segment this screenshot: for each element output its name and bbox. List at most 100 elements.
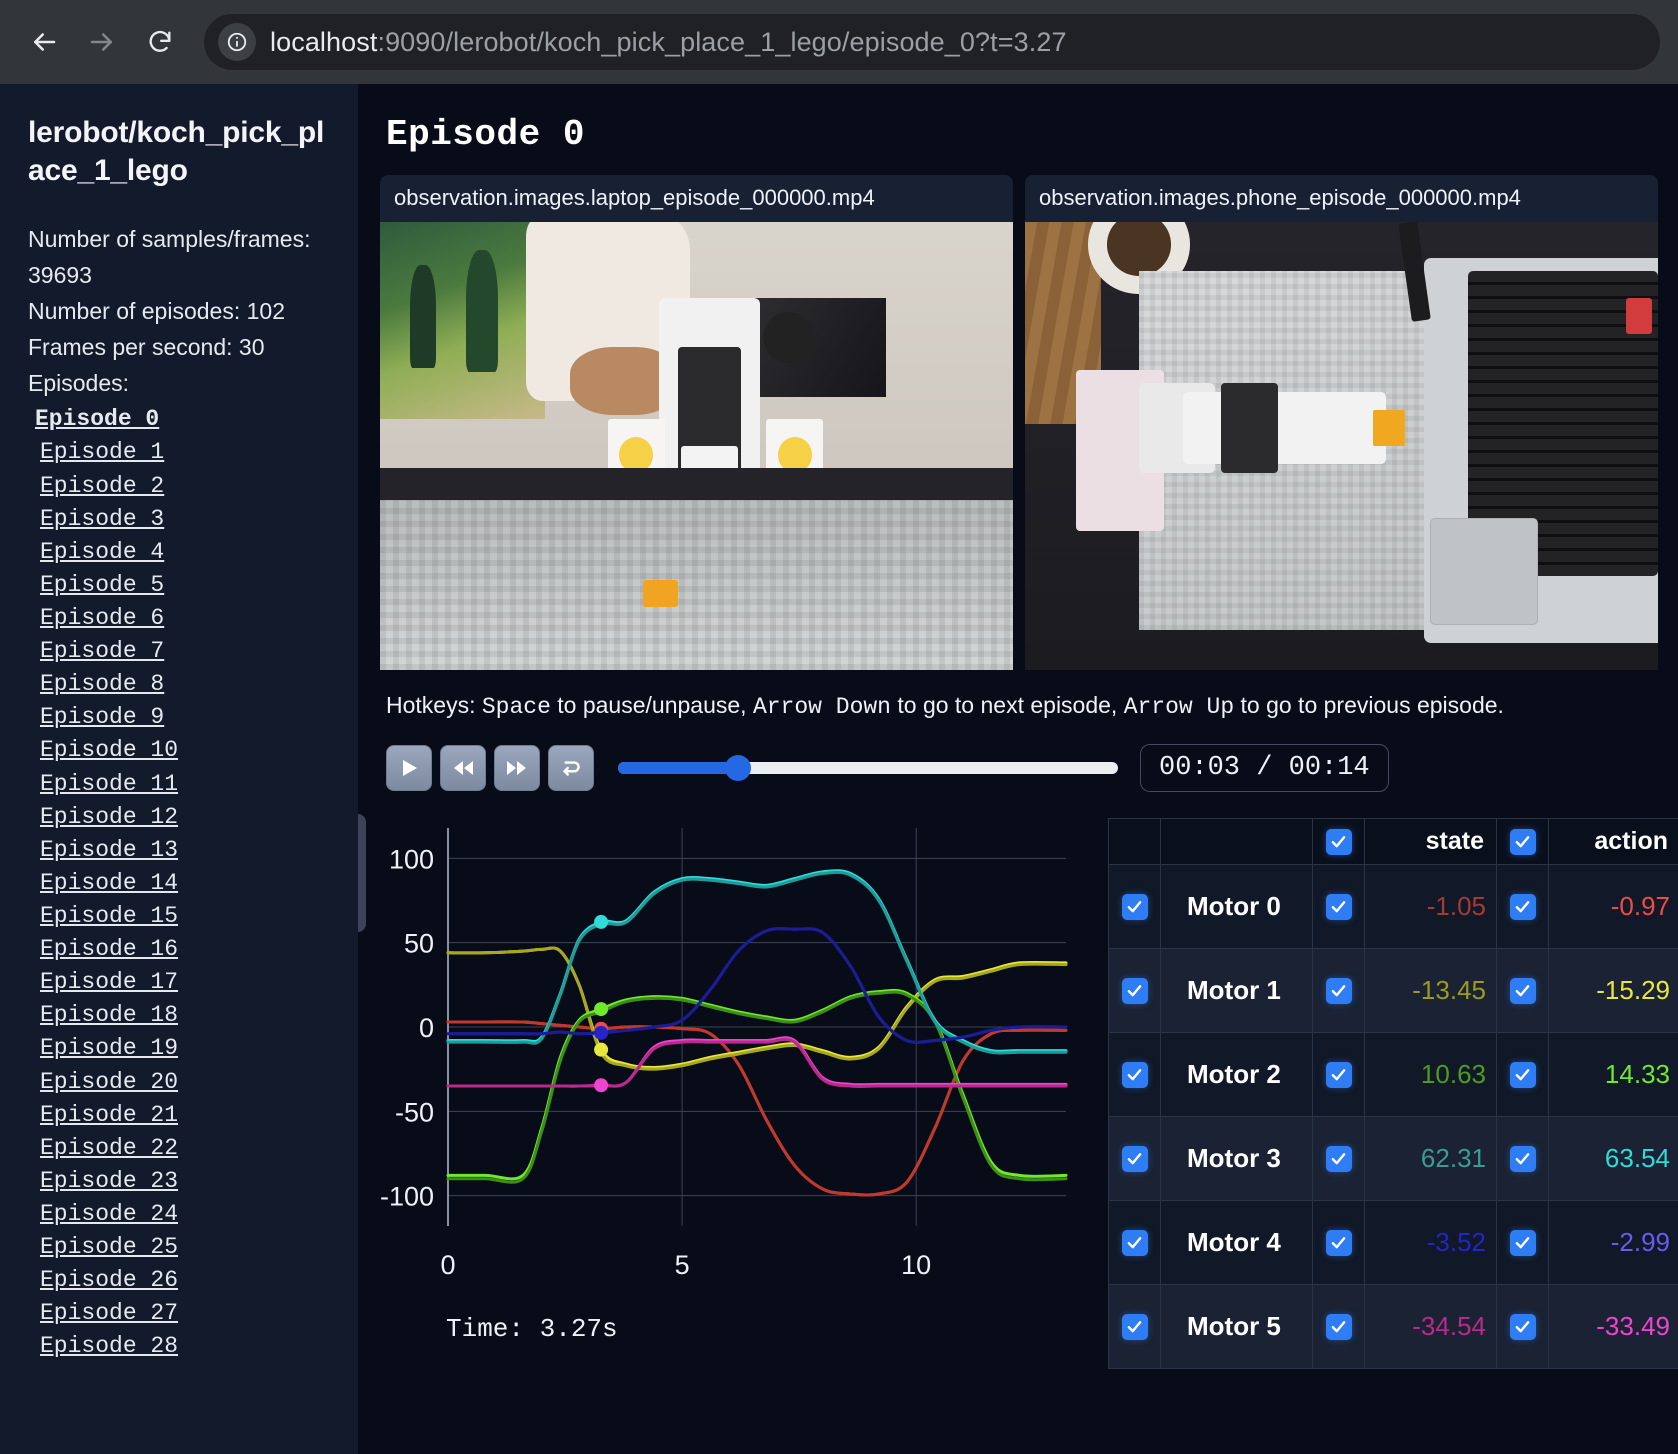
state-column-checkbox[interactable] <box>1325 828 1352 855</box>
episode-link[interactable]: Episode 12 <box>40 803 179 830</box>
episode-link[interactable]: Episode 25 <box>40 1234 179 1261</box>
motor-checkbox[interactable] <box>1121 1229 1148 1256</box>
state-checkbox[interactable] <box>1325 1145 1352 1172</box>
dataset-stats: Number of samples/frames: 39693 Number of… <box>28 221 332 402</box>
episode-link[interactable]: Episode 19 <box>40 1035 179 1062</box>
motor-checkbox[interactable] <box>1121 1061 1148 1088</box>
action-checkbox[interactable] <box>1509 1229 1536 1256</box>
episode-link[interactable]: Episode 5 <box>40 571 165 598</box>
scrollbar-thumb[interactable] <box>358 814 366 932</box>
episode-link[interactable]: Episode 18 <box>40 1002 179 1029</box>
info-circle-icon[interactable] <box>218 23 256 61</box>
action-value-cell: -0.97 <box>1548 864 1678 949</box>
episode-link[interactable]: Episode 15 <box>40 902 179 929</box>
state-checkbox[interactable] <box>1325 893 1352 920</box>
episode-link[interactable]: Episode 16 <box>40 936 179 963</box>
episode-link[interactable]: Episode 2 <box>40 472 165 499</box>
episode-link[interactable]: Episode 9 <box>40 704 165 731</box>
motor-checkbox[interactable] <box>1121 1145 1148 1172</box>
video-label-laptop: observation.images.laptop_episode_000000… <box>380 175 1013 222</box>
action-checkbox[interactable] <box>1509 1145 1536 1172</box>
video-player-laptop[interactable] <box>380 222 1013 670</box>
url-text: localhost:9090/lerobot/koch_pick_place_1… <box>270 27 1067 58</box>
episode-link[interactable]: Episode 11 <box>40 770 179 797</box>
motor-checkbox[interactable] <box>1121 893 1148 920</box>
episode-link[interactable]: Episode 20 <box>40 1068 179 1095</box>
episode-link[interactable]: Episode 14 <box>40 869 179 896</box>
episode-link[interactable]: Episode 1 <box>40 439 165 466</box>
seek-thumb[interactable] <box>725 755 751 781</box>
main-panel: Episode 0 observation.images.laptop_epis… <box>358 84 1678 1454</box>
state-checkbox[interactable] <box>1325 1061 1352 1088</box>
episode-link[interactable]: Episode 24 <box>40 1200 179 1227</box>
hotkeys-suffix: to go to previous episode. <box>1234 692 1504 718</box>
action-checkbox[interactable] <box>1509 977 1536 1004</box>
fast-forward-icon[interactable] <box>494 745 540 791</box>
action-checkbox-cell[interactable] <box>1496 1032 1549 1117</box>
motor-checkbox-cell[interactable] <box>1108 948 1161 1033</box>
state-checkbox-cell[interactable] <box>1312 1200 1365 1285</box>
table-row: Motor 3 62.31 63.54 <box>1108 1116 1678 1201</box>
action-checkbox[interactable] <box>1509 893 1536 920</box>
state-checkbox[interactable] <box>1325 1229 1352 1256</box>
play-icon[interactable] <box>386 745 432 791</box>
video-player-phone[interactable] <box>1025 222 1658 670</box>
state-checkbox[interactable] <box>1325 977 1352 1004</box>
motor-checkbox[interactable] <box>1121 977 1148 1004</box>
back-icon[interactable] <box>18 16 70 68</box>
video-label-phone: observation.images.phone_episode_000000.… <box>1025 175 1658 222</box>
motor-chart[interactable]: -100 -50 0 50 100 0 5 10 Time: 3.27s <box>380 818 1100 1369</box>
state-checkbox-cell[interactable] <box>1312 1032 1365 1117</box>
state-checkbox[interactable] <box>1325 1313 1352 1340</box>
episode-link[interactable]: Episode 26 <box>40 1267 179 1294</box>
action-checkbox-cell[interactable] <box>1496 948 1549 1033</box>
motor-checkbox-cell[interactable] <box>1108 1200 1161 1285</box>
state-checkbox-cell[interactable] <box>1312 864 1365 949</box>
motor-checkbox-cell[interactable] <box>1108 864 1161 949</box>
episode-link[interactable]: Episode 23 <box>40 1167 179 1194</box>
action-checkbox-cell[interactable] <box>1496 864 1549 949</box>
episode-link[interactable]: Episode 27 <box>40 1300 179 1327</box>
motor-checkbox-cell[interactable] <box>1108 1284 1161 1369</box>
seek-track[interactable] <box>618 755 1118 781</box>
episode-link[interactable]: Episode 21 <box>40 1101 179 1128</box>
episode-link[interactable]: Episode 28 <box>40 1333 179 1360</box>
reload-icon[interactable] <box>134 16 186 68</box>
motor-checkbox-cell[interactable] <box>1108 1032 1161 1117</box>
episode-link[interactable]: Episode 22 <box>40 1134 179 1161</box>
action-checkbox-cell[interactable] <box>1496 1200 1549 1285</box>
action-checkbox-cell[interactable] <box>1496 1116 1549 1201</box>
episode-link[interactable]: Episode 13 <box>40 836 179 863</box>
episode-link[interactable]: Episode 7 <box>40 638 165 665</box>
episode-list: Episode 0 Episode 1 Episode 2 Episode 3 Epis… <box>28 403 332 1363</box>
state-value: -34.54 <box>1412 1311 1486 1341</box>
video-card-laptop: observation.images.laptop_episode_000000… <box>380 175 1013 670</box>
state-checkbox-cell[interactable] <box>1312 1116 1365 1201</box>
motor-checkbox[interactable] <box>1121 1313 1148 1340</box>
action-checkbox[interactable] <box>1509 1313 1536 1340</box>
action-checkbox[interactable] <box>1509 1061 1536 1088</box>
episode-link[interactable]: Episode 6 <box>40 604 165 631</box>
action-checkbox-cell[interactable] <box>1496 1284 1549 1369</box>
address-bar[interactable]: localhost:9090/lerobot/koch_pick_place_1… <box>204 14 1660 70</box>
chart-y-tick-label: 100 <box>389 844 434 874</box>
episode-link[interactable]: Episode 0 <box>35 406 160 433</box>
seek-bar[interactable] <box>618 745 1118 791</box>
episode-link[interactable]: Episode 4 <box>40 538 165 565</box>
video-frame-content-laptop <box>380 222 1013 670</box>
forward-icon[interactable] <box>76 16 128 68</box>
chart-line <box>446 927 1068 1044</box>
episode-link[interactable]: Episode 10 <box>40 737 179 764</box>
loop-icon[interactable] <box>548 745 594 791</box>
state-checkbox-cell[interactable] <box>1312 948 1365 1033</box>
header-action-checkbox-cell[interactable] <box>1496 818 1549 865</box>
header-state-checkbox-cell[interactable] <box>1312 818 1365 865</box>
rewind-icon[interactable] <box>440 745 486 791</box>
chart-cursor-marker <box>594 1042 609 1057</box>
motor-checkbox-cell[interactable] <box>1108 1116 1161 1201</box>
state-checkbox-cell[interactable] <box>1312 1284 1365 1369</box>
episode-link[interactable]: Episode 17 <box>40 969 179 996</box>
action-column-checkbox[interactable] <box>1509 828 1536 855</box>
episode-link[interactable]: Episode 8 <box>40 671 165 698</box>
episode-link[interactable]: Episode 3 <box>40 505 165 532</box>
